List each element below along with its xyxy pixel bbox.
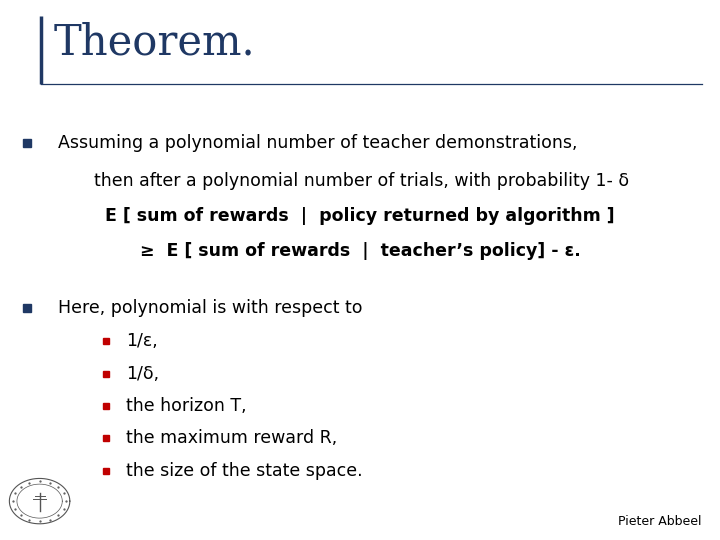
Text: 1/δ,: 1/δ,: [126, 364, 159, 383]
Text: the maximum reward R,: the maximum reward R,: [126, 429, 337, 448]
Text: 1/ε,: 1/ε,: [126, 332, 158, 350]
Text: ≥  E [ sum of rewards  |  teacher’s policy] - ε.: ≥ E [ sum of rewards | teacher’s policy]…: [140, 242, 580, 260]
Text: Pieter Abbeel: Pieter Abbeel: [618, 515, 702, 528]
Text: Theorem.: Theorem.: [54, 22, 256, 64]
Text: E [ sum of rewards  |  policy returned by algorithm ]: E [ sum of rewards | policy returned by …: [105, 207, 615, 225]
Text: Here, polynomial is with respect to: Here, polynomial is with respect to: [58, 299, 362, 317]
Text: Assuming a polynomial number of teacher demonstrations,: Assuming a polynomial number of teacher …: [58, 134, 577, 152]
Text: the horizon T,: the horizon T,: [126, 397, 247, 415]
Text: then after a polynomial number of trials, with probability 1- δ: then after a polynomial number of trials…: [94, 172, 629, 190]
Text: the size of the state space.: the size of the state space.: [126, 462, 363, 480]
